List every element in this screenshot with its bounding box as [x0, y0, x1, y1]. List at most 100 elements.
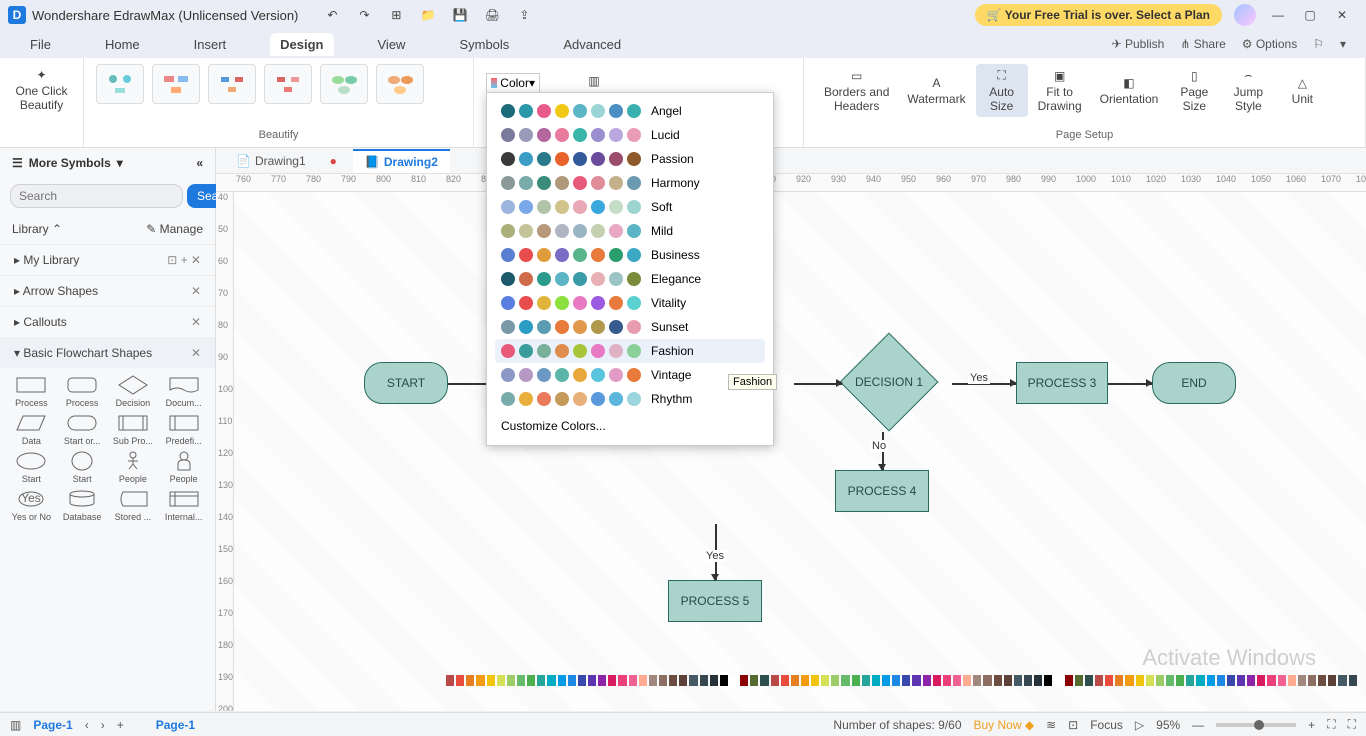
swatch[interactable]: [466, 675, 474, 686]
fit-drawing-button[interactable]: ▣Fit to Drawing: [1030, 64, 1090, 117]
swatch[interactable]: [710, 675, 718, 686]
swatch[interactable]: [872, 675, 880, 686]
swatch[interactable]: [791, 675, 799, 686]
fullscreen-icon[interactable]: ⛶: [1348, 717, 1356, 732]
theme-thumb[interactable]: [320, 64, 368, 104]
swatch[interactable]: [547, 675, 555, 686]
pages-icon[interactable]: ▥: [10, 718, 21, 732]
share-link[interactable]: ⋔ Share: [1180, 37, 1225, 51]
more-symbols-header[interactable]: ☰ More Symbols▾ «: [0, 148, 215, 178]
palette-vitality[interactable]: Vitality: [495, 291, 765, 315]
layers-icon[interactable]: ≋: [1046, 718, 1056, 732]
swatch[interactable]: [1105, 675, 1113, 686]
shape-process[interactable]: Process: [59, 374, 106, 408]
swatch[interactable]: [821, 675, 829, 686]
swatch[interactable]: [1267, 675, 1275, 686]
palette-passion[interactable]: Passion: [495, 147, 765, 171]
swatch[interactable]: [507, 675, 515, 686]
flowchart-node[interactable]: PROCESS 3: [1016, 362, 1108, 404]
swatch[interactable]: [933, 675, 941, 686]
swatch[interactable]: [730, 675, 738, 686]
swatch[interactable]: [578, 675, 586, 686]
swatch[interactable]: [760, 675, 768, 686]
color-dropdown-trigger[interactable]: Color▾: [486, 73, 540, 93]
zoom-in-icon[interactable]: +: [1308, 718, 1315, 732]
new-icon[interactable]: ⊞: [382, 3, 410, 27]
theme-thumb[interactable]: [208, 64, 256, 104]
theme-thumb[interactable]: [152, 64, 200, 104]
library-label[interactable]: Library ⌃: [12, 222, 62, 236]
theme-thumb[interactable]: [264, 64, 312, 104]
flowchart-node[interactable]: PROCESS 5: [668, 580, 762, 622]
page-indicator[interactable]: Page-1: [156, 718, 195, 732]
swatch[interactable]: [943, 675, 951, 686]
palette-rhythm[interactable]: Rhythm: [495, 387, 765, 411]
shape-subpro[interactable]: Sub Pro...: [110, 412, 157, 446]
swatch[interactable]: [1288, 675, 1296, 686]
palette-business[interactable]: Business: [495, 243, 765, 267]
palette-lucid[interactable]: Lucid: [495, 123, 765, 147]
shape-predefi[interactable]: Predefi...: [160, 412, 207, 446]
swatch[interactable]: [720, 675, 728, 686]
export-icon[interactable]: ⇪: [510, 3, 538, 27]
swatch[interactable]: [537, 675, 545, 686]
palette-sunset[interactable]: Sunset: [495, 315, 765, 339]
swatch[interactable]: [568, 675, 576, 686]
swatch[interactable]: [912, 675, 920, 686]
collapse-panel-icon[interactable]: «: [196, 156, 203, 170]
borders-headers-button[interactable]: ▭Borders and Headers: [816, 64, 897, 117]
swatch[interactable]: [1054, 675, 1062, 686]
page-tab[interactable]: Page-1: [33, 718, 72, 732]
palette-vintage[interactable]: Vintage: [495, 363, 765, 387]
swatch[interactable]: [1328, 675, 1336, 686]
swatch[interactable]: [1044, 675, 1052, 686]
shape-decision[interactable]: Decision: [110, 374, 157, 408]
swatch[interactable]: [588, 675, 596, 686]
menu-home[interactable]: Home: [95, 33, 150, 56]
next-page-icon[interactable]: ›: [101, 718, 105, 732]
menu-view[interactable]: View: [368, 33, 416, 56]
swatch[interactable]: [1237, 675, 1245, 686]
swatch[interactable]: [1338, 675, 1346, 686]
swatch[interactable]: [517, 675, 525, 686]
swatch[interactable]: [750, 675, 758, 686]
swatch[interactable]: [1186, 675, 1194, 686]
orientation-button[interactable]: ◧Orientation: [1092, 64, 1167, 117]
lib-section-mylibrary[interactable]: ▸ My Library ⊡ + ✕: [0, 244, 215, 275]
shape-docum[interactable]: Docum...: [160, 374, 207, 408]
flowchart-node[interactable]: DECISION 1: [840, 333, 939, 432]
swatch[interactable]: [527, 675, 535, 686]
color-swatch-bar[interactable]: [446, 675, 1356, 689]
swatch[interactable]: [679, 675, 687, 686]
shape-start[interactable]: Start: [59, 450, 106, 484]
save-icon[interactable]: 💾: [446, 3, 474, 27]
menu-design[interactable]: Design: [270, 33, 333, 56]
swatch[interactable]: [1034, 675, 1042, 686]
swatch[interactable]: [892, 675, 900, 686]
shape-data[interactable]: Data: [8, 412, 55, 446]
swatch[interactable]: [639, 675, 647, 686]
lib-section-flowchart[interactable]: ▾ Basic Flowchart Shapes✕: [0, 337, 215, 368]
swatch[interactable]: [629, 675, 637, 686]
lib-section-arrow[interactable]: ▸ Arrow Shapes✕: [0, 275, 215, 306]
theme-thumb[interactable]: [96, 64, 144, 104]
palette-soft[interactable]: Soft: [495, 195, 765, 219]
user-avatar[interactable]: [1234, 4, 1256, 26]
swatch[interactable]: [852, 675, 860, 686]
swatch[interactable]: [882, 675, 890, 686]
shape-database[interactable]: Database: [59, 488, 106, 522]
palette-fashion[interactable]: Fashion: [495, 339, 765, 363]
swatch[interactable]: [1257, 675, 1265, 686]
one-click-beautify-button[interactable]: ✦ One Click Beautify: [12, 64, 71, 116]
swatch[interactable]: [811, 675, 819, 686]
theme-thumbnails[interactable]: [96, 64, 461, 104]
swatch[interactable]: [1136, 675, 1144, 686]
swatch[interactable]: [608, 675, 616, 686]
add-page-icon[interactable]: +: [117, 718, 124, 732]
swatch[interactable]: [1176, 675, 1184, 686]
color-palette-dropdown[interactable]: AngelLucidPassionHarmonySoftMildBusiness…: [486, 92, 774, 446]
shape-stored[interactable]: Stored ...: [110, 488, 157, 522]
swatch[interactable]: [923, 675, 931, 686]
swatch[interactable]: [1196, 675, 1204, 686]
swatch[interactable]: [1227, 675, 1235, 686]
